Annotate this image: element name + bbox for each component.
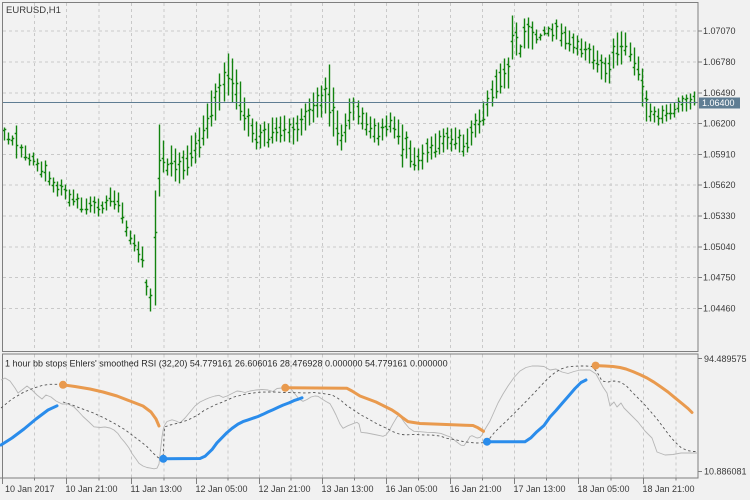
svg-text:1.06200: 1.06200 [703,119,736,129]
svg-text:16 Jan 05:00: 16 Jan 05:00 [386,484,438,494]
svg-text:10 Jan 2017: 10 Jan 2017 [5,484,55,494]
svg-text:10.886081: 10.886081 [704,467,747,477]
svg-text:94.489575: 94.489575 [704,354,747,364]
svg-text:1.07070: 1.07070 [703,26,736,36]
svg-text:13 Jan 13:00: 13 Jan 13:00 [322,484,374,494]
svg-text:12 Jan 05:00: 12 Jan 05:00 [196,484,248,494]
svg-text:10 Jan 21:00: 10 Jan 21:00 [66,484,118,494]
svg-text:1.05040: 1.05040 [703,242,736,252]
svg-text:1 hour bb stops Ehlers' smooth: 1 hour bb stops Ehlers' smoothed RSI (32… [5,359,448,369]
svg-text:18 Jan 05:00: 18 Jan 05:00 [578,484,630,494]
svg-text:1.06780: 1.06780 [703,57,736,67]
svg-text:16 Jan 21:00: 16 Jan 21:00 [450,484,502,494]
svg-text:1.05910: 1.05910 [703,149,736,159]
svg-text:1.05620: 1.05620 [703,180,736,190]
svg-text:11 Jan 13:00: 11 Jan 13:00 [131,484,182,494]
svg-text:1.04460: 1.04460 [703,303,736,313]
svg-text:1.06400: 1.06400 [702,98,735,108]
svg-text:17 Jan 13:00: 17 Jan 13:00 [514,484,566,494]
svg-text:12 Jan 21:00: 12 Jan 21:00 [259,484,311,494]
svg-text:1.06490: 1.06490 [703,88,736,98]
svg-text:1.04750: 1.04750 [703,273,736,283]
svg-text:18 Jan 21:00: 18 Jan 21:00 [643,484,695,494]
svg-text:1.05330: 1.05330 [703,211,736,221]
svg-text:EURUSD,H1: EURUSD,H1 [6,5,61,16]
